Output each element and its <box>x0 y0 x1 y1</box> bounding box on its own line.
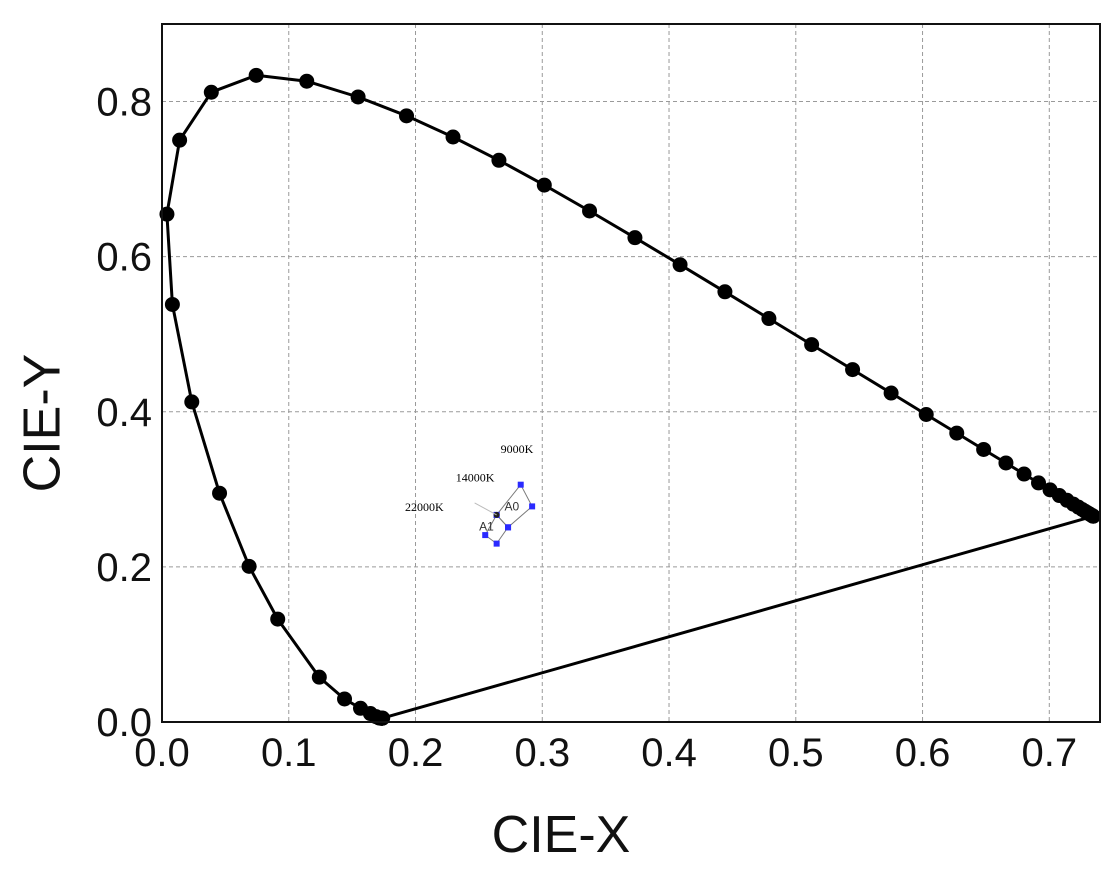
axes <box>161 23 1101 723</box>
locus-point <box>350 89 366 105</box>
plot-background <box>162 24 1100 722</box>
x-tick-label: 0.2 <box>388 731 444 775</box>
locus-point <box>184 394 200 410</box>
locus-point <box>717 284 733 300</box>
locus-point <box>164 296 180 312</box>
locus-point <box>399 108 415 124</box>
regions <box>474 481 536 547</box>
region-label: A1 <box>479 519 494 533</box>
locus-point <box>445 129 461 145</box>
cct-label: 22000K <box>405 500 444 514</box>
region-vertex <box>517 481 524 488</box>
annotations: 9000K 14000K 22000K A0 A1 <box>405 442 534 534</box>
locus-point <box>311 669 327 685</box>
cct-label: 14000K <box>456 471 495 485</box>
tick-labels: 0.0 0.1 0.2 0.3 0.4 0.5 0.6 0.7 0.0 0.2 0.4 0.6 0.8 <box>96 81 1077 775</box>
locus-point <box>804 337 820 353</box>
plot-frame <box>161 23 1101 723</box>
locus-point <box>976 441 992 457</box>
locus-point <box>761 311 777 327</box>
y-tick-label: 0.0 <box>96 701 152 745</box>
locus-point <box>582 203 598 219</box>
locus-point <box>918 406 934 422</box>
cct-label: 9000K <box>501 442 534 456</box>
region-vertex <box>493 540 500 547</box>
grid <box>162 24 1100 722</box>
x-axis-title: CIE-X <box>492 806 631 864</box>
locus-point <box>353 700 369 716</box>
x-tick-label: 0.7 <box>1021 731 1077 775</box>
x-tick-label: 0.4 <box>641 731 697 775</box>
region-vertex <box>505 524 512 531</box>
locus-point <box>845 362 861 378</box>
planckian-locus-segment <box>474 502 497 516</box>
locus-point <box>203 84 219 100</box>
locus-point <box>536 177 552 193</box>
region-vertex <box>482 532 489 539</box>
locus-point <box>270 611 286 627</box>
y-tick-label: 0.4 <box>96 391 152 435</box>
x-tick-label: 0.3 <box>514 731 570 775</box>
locus-point <box>241 558 257 574</box>
y-tick-label: 0.6 <box>96 236 152 280</box>
x-tick-label: 0.5 <box>768 731 824 775</box>
locus-point <box>248 67 264 83</box>
x-tick-label: 0.6 <box>895 731 951 775</box>
locus-point <box>1031 475 1047 491</box>
locus-point <box>998 455 1014 471</box>
x-tick-label: 0.1 <box>261 731 317 775</box>
locus-point <box>672 257 688 273</box>
locus-point <box>159 206 175 222</box>
locus-point <box>949 425 965 441</box>
locus-point <box>627 230 643 246</box>
y-axis-title: CIE-Y <box>14 354 72 493</box>
locus-point <box>212 485 228 501</box>
locus-point <box>1016 466 1032 482</box>
region-label: A0 <box>505 499 520 513</box>
locus-point <box>299 73 315 89</box>
region-vertex <box>529 503 536 510</box>
y-tick-label: 0.8 <box>96 81 152 125</box>
y-tick-label: 0.2 <box>96 546 152 590</box>
locus-point <box>172 132 188 148</box>
locus-point <box>883 385 899 401</box>
x-tick-label: 0.0 <box>134 731 190 775</box>
locus-point <box>491 152 507 168</box>
locus-point <box>337 691 353 707</box>
locus-point <box>1085 508 1101 524</box>
